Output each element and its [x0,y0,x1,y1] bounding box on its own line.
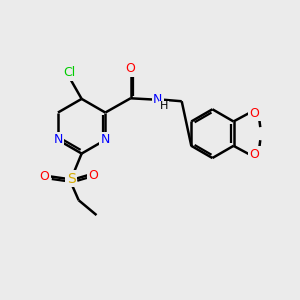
Text: H: H [160,101,168,111]
Text: N: N [53,134,63,146]
Text: O: O [249,148,259,161]
Text: O: O [249,106,259,120]
Text: S: S [67,172,76,186]
Text: N: N [153,93,163,106]
Text: O: O [126,62,136,75]
Text: Cl: Cl [64,66,76,79]
Text: O: O [88,169,98,182]
Text: N: N [100,134,110,146]
Text: O: O [40,170,50,183]
